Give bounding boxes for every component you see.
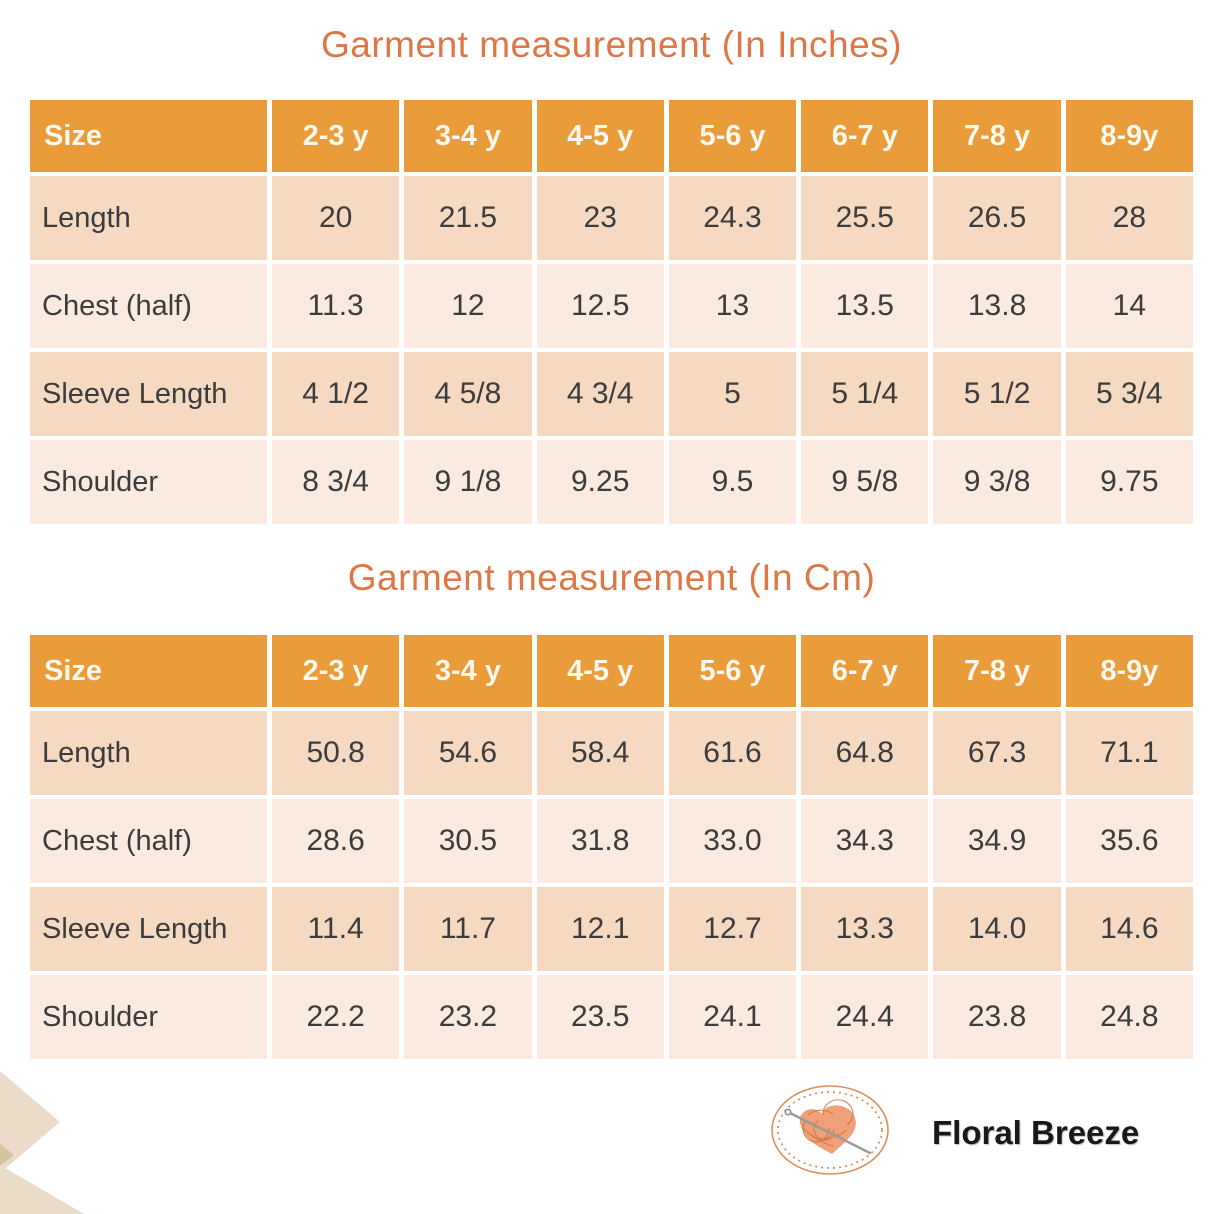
value-chest-half-4-5-y: 12.5: [536, 264, 664, 348]
value-length-4-5-y: 58.4: [536, 711, 664, 795]
row-label-length: Length: [30, 176, 267, 260]
column-header-3-4-y: 3-4 y: [404, 100, 532, 172]
inches-measurement-table: Size 2-3 y 3-4 y 4-5 y 5-6 y 6-7 y 7-8 y 8-9y Le…: [30, 100, 1193, 524]
value-chest-half-8-9y: 35.6: [1065, 799, 1193, 883]
column-header-5-6-y: 5-6 y: [668, 100, 797, 172]
value-shoulder-5-6-y: 9.5: [668, 440, 797, 524]
column-header-7-8-y: 7-8 y: [933, 635, 1061, 707]
row-label-length: Length: [30, 711, 267, 795]
value-sleeve-length-3-4-y: 11.7: [404, 887, 532, 971]
value-chest-half-7-8-y: 13.8: [933, 264, 1061, 348]
value-chest-half-5-6-y: 13: [668, 264, 797, 348]
value-shoulder-6-7-y: 9 5/8: [801, 440, 929, 524]
value-sleeve-length-5-6-y: 5: [668, 352, 797, 436]
cm-measurement-table: Size 2-3 y 3-4 y 4-5 y 5-6 y 6-7 y 7-8 y 8-9y Le…: [30, 635, 1193, 1059]
value-sleeve-length-4-5-y: 12.1: [536, 887, 664, 971]
column-header-4-5-y: 4-5 y: [536, 635, 664, 707]
value-chest-half-8-9y: 14: [1065, 264, 1193, 348]
value-chest-half-6-7-y: 34.3: [801, 799, 929, 883]
column-header-8-9y: 8-9y: [1065, 635, 1193, 707]
value-shoulder-2-3-y: 8 3/4: [272, 440, 400, 524]
value-sleeve-length-4-5-y: 4 3/4: [536, 352, 664, 436]
value-shoulder-4-5-y: 9.25: [536, 440, 664, 524]
column-header-2-3-y: 2-3 y: [272, 100, 400, 172]
value-chest-half-5-6-y: 33.0: [668, 799, 797, 883]
value-shoulder-4-5-y: 23.5: [536, 975, 664, 1059]
value-length-8-9y: 28: [1065, 176, 1193, 260]
yarn-heart-logo-icon: [771, 1085, 889, 1175]
value-sleeve-length-5-6-y: 12.7: [668, 887, 797, 971]
value-shoulder-3-4-y: 9 1/8: [404, 440, 532, 524]
cm-table-title: Garment measurement (In Cm): [347, 557, 876, 598]
brand-name-text: Floral Breeze: [932, 1114, 1140, 1151]
value-length-5-6-y: 24.3: [668, 176, 797, 260]
value-sleeve-length-7-8-y: 14.0: [933, 887, 1061, 971]
value-shoulder-7-8-y: 9 3/8: [933, 440, 1061, 524]
inches-table-title: Garment measurement (In Inches): [321, 24, 902, 65]
value-sleeve-length-2-3-y: 4 1/2: [272, 352, 400, 436]
value-shoulder-7-8-y: 23.8: [933, 975, 1061, 1059]
value-length-2-3-y: 50.8: [272, 711, 400, 795]
value-chest-half-6-7-y: 13.5: [801, 264, 929, 348]
column-header-7-8-y: 7-8 y: [933, 100, 1061, 172]
value-chest-half-2-3-y: 28.6: [272, 799, 400, 883]
value-shoulder-6-7-y: 24.4: [801, 975, 929, 1059]
value-chest-half-2-3-y: 11.3: [272, 264, 400, 348]
row-label-shoulder: Shoulder: [30, 440, 267, 524]
value-sleeve-length-6-7-y: 13.3: [801, 887, 929, 971]
row-label-chest-half: Chest (half): [30, 799, 267, 883]
column-header-size: Size: [30, 100, 267, 172]
value-sleeve-length-2-3-y: 11.4: [272, 887, 400, 971]
column-header-3-4-y: 3-4 y: [404, 635, 532, 707]
value-chest-half-7-8-y: 34.9: [933, 799, 1061, 883]
value-chest-half-3-4-y: 12: [404, 264, 532, 348]
column-header-6-7-y: 6-7 y: [801, 635, 929, 707]
value-shoulder-8-9y: 24.8: [1065, 975, 1193, 1059]
value-length-6-7-y: 25.5: [801, 176, 929, 260]
value-shoulder-8-9y: 9.75: [1065, 440, 1193, 524]
row-label-chest-half: Chest (half): [30, 264, 267, 348]
value-length-5-6-y: 61.6: [668, 711, 797, 795]
value-length-6-7-y: 64.8: [801, 711, 929, 795]
value-length-4-5-y: 23: [536, 176, 664, 260]
value-sleeve-length-6-7-y: 5 1/4: [801, 352, 929, 436]
column-header-6-7-y: 6-7 y: [801, 100, 929, 172]
value-shoulder-3-4-y: 23.2: [404, 975, 532, 1059]
value-shoulder-2-3-y: 22.2: [272, 975, 400, 1059]
value-length-2-3-y: 20: [272, 176, 400, 260]
value-length-7-8-y: 67.3: [933, 711, 1061, 795]
column-header-2-3-y: 2-3 y: [272, 635, 400, 707]
value-sleeve-length-3-4-y: 4 5/8: [404, 352, 532, 436]
column-header-size: Size: [30, 635, 267, 707]
value-sleeve-length-7-8-y: 5 1/2: [933, 352, 1061, 436]
value-length-7-8-y: 26.5: [933, 176, 1061, 260]
column-header-4-5-y: 4-5 y: [536, 100, 664, 172]
column-header-5-6-y: 5-6 y: [668, 635, 797, 707]
value-sleeve-length-8-9y: 5 3/4: [1065, 352, 1193, 436]
value-length-3-4-y: 54.6: [404, 711, 532, 795]
value-length-8-9y: 71.1: [1065, 711, 1193, 795]
value-chest-half-3-4-y: 30.5: [404, 799, 532, 883]
value-chest-half-4-5-y: 31.8: [536, 799, 664, 883]
row-label-shoulder: Shoulder: [30, 975, 267, 1059]
value-sleeve-length-8-9y: 14.6: [1065, 887, 1193, 971]
value-shoulder-5-6-y: 24.1: [668, 975, 797, 1059]
row-label-sleeve-length: Sleeve Length: [30, 352, 267, 436]
column-header-8-9y: 8-9y: [1065, 100, 1193, 172]
corner-decor-triangle-bottom: [0, 1165, 84, 1214]
value-length-3-4-y: 21.5: [404, 176, 532, 260]
row-label-sleeve-length: Sleeve Length: [30, 887, 267, 971]
